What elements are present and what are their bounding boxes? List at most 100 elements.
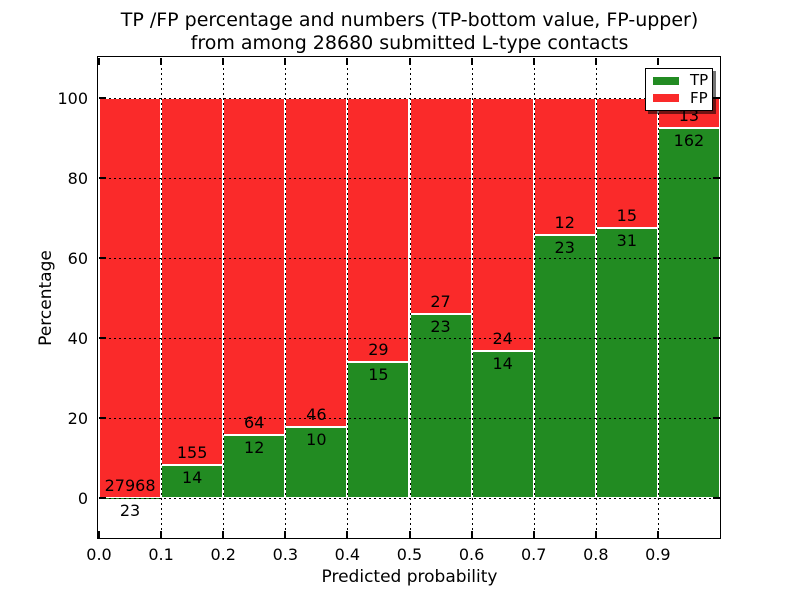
- y-tick-label: 80: [67, 169, 88, 188]
- bar-label-tp: 15: [368, 364, 389, 384]
- bar-segment-tp: [657, 127, 720, 498]
- x-tick-label: 0.6: [458, 545, 485, 564]
- x-tick-label: 0.1: [148, 545, 174, 564]
- y-tick-mark: [99, 417, 106, 419]
- x-tick-mark: [594, 531, 597, 538]
- bar-label-fp: 12: [554, 213, 575, 233]
- y-tick-mark: [99, 177, 106, 179]
- grid-line-vertical: [161, 58, 163, 538]
- x-tick-mark: [284, 58, 287, 65]
- bar-label-tp: 23: [430, 317, 451, 336]
- x-tick-mark: [98, 531, 100, 538]
- bar-label-fp: 15: [616, 206, 638, 226]
- x-tick-mark: [284, 531, 287, 538]
- y-tick-label: 40: [67, 329, 88, 348]
- bar-label-tp: 162: [673, 130, 705, 150]
- bar-label-tp: 14: [492, 353, 513, 373]
- bar-segment-fp: [223, 98, 286, 435]
- grid-line-vertical: [533, 58, 535, 538]
- grid-line-vertical: [223, 58, 225, 538]
- x-tick-label: 0.5: [396, 545, 423, 564]
- bar-label-tp: 31: [616, 231, 638, 251]
- y-tick-label: 60: [67, 249, 88, 268]
- bar-label-tp: 14: [181, 467, 203, 487]
- bar-label-tp: 23: [554, 238, 575, 258]
- bar-label-fp: 24: [492, 328, 513, 348]
- x-axis-label: Predicted probability: [321, 567, 498, 587]
- plot-area: 27968 23 155 14 64 12 46 10 29 15 27 23 24 14 12 23 15 31…: [99, 58, 720, 538]
- bar-segment-fp: [99, 98, 162, 498]
- grid-line-vertical: [657, 58, 659, 538]
- x-tick-label: 0.9: [645, 545, 671, 564]
- x-tick-mark: [98, 58, 100, 65]
- y-tick-mark: [713, 497, 720, 499]
- legend-label-fp: FP: [690, 88, 708, 107]
- bar-segment-fp: [161, 98, 224, 465]
- y-tick-label: 0: [77, 489, 88, 508]
- legend: TP FP: [645, 68, 713, 111]
- bar-segment-tp: [533, 235, 596, 498]
- chart-title-line2: from among 28680 submitted L-type contac…: [190, 32, 629, 54]
- x-tick-label: 0.2: [210, 545, 236, 564]
- x-tick-mark: [470, 531, 473, 538]
- bar-segment-tp: [223, 434, 286, 498]
- bar-label-fp: 64: [244, 412, 265, 432]
- grid-line-vertical: [595, 58, 597, 538]
- y-tick-mark: [99, 97, 106, 99]
- bar-label-tp: 23: [119, 500, 141, 520]
- y-tick-mark: [713, 177, 720, 179]
- x-tick-mark: [470, 58, 473, 65]
- bar-segment-tp: [409, 314, 472, 498]
- bar-label-fp: 155: [176, 442, 208, 462]
- grid-line-vertical: [285, 58, 287, 538]
- x-tick-mark: [346, 58, 349, 65]
- y-tick-mark: [713, 417, 720, 419]
- x-tick-label: 0.3: [272, 545, 299, 564]
- x-tick-mark: [408, 58, 411, 65]
- tp-color-swatch: [653, 76, 679, 85]
- bar-segment-fp: [285, 98, 348, 427]
- x-tick-label: 0.4: [334, 545, 361, 564]
- chart-title-line1: TP /FP percentage and numbers (TP-bottom…: [120, 9, 699, 31]
- x-tick-label: 0.0: [86, 545, 112, 564]
- y-tick-mark: [99, 337, 106, 339]
- bar-segment-tp: [595, 228, 658, 498]
- legend-entry-tp: TP: [653, 71, 709, 90]
- y-tick-mark: [99, 257, 106, 259]
- bar-label-fp: 27: [430, 292, 451, 311]
- bar-segment-tp: [285, 426, 348, 498]
- x-tick-mark: [532, 58, 535, 65]
- x-tick-mark: [222, 531, 225, 538]
- y-tick-mark: [713, 337, 720, 339]
- grid-line-vertical: [471, 58, 473, 538]
- bar-segment-fp: [347, 98, 410, 362]
- legend-entry-fp: FP: [653, 88, 708, 107]
- y-tick-label: 100: [57, 89, 88, 108]
- x-tick-mark: [346, 531, 349, 538]
- x-tick-mark: [532, 531, 535, 538]
- grid-line-vertical: [409, 58, 411, 538]
- bar-segment-tp: [161, 464, 224, 498]
- x-tick-mark: [160, 58, 163, 65]
- y-tick-mark: [99, 497, 106, 499]
- y-tick-mark: [713, 257, 720, 259]
- bar-label-tp: 12: [244, 437, 265, 457]
- x-tick-mark: [656, 58, 659, 65]
- bar-label-fp: 29: [368, 339, 389, 359]
- fp-color-swatch: [653, 94, 679, 103]
- bar-segment-tp: [471, 350, 534, 498]
- x-tick-mark: [408, 531, 411, 538]
- x-tick-mark: [160, 531, 163, 538]
- legend-label-tp: TP: [690, 71, 709, 90]
- bar-label-tp: 10: [306, 429, 327, 449]
- bar-label-fp: 46: [306, 404, 327, 424]
- grid-line-vertical: [347, 58, 349, 538]
- bar-segment-fp: [409, 98, 472, 314]
- x-tick-mark: [656, 531, 659, 538]
- y-tick-mark: [713, 97, 720, 99]
- y-tick-label: 20: [67, 409, 88, 428]
- x-tick-label: 0.7: [520, 545, 547, 564]
- bar-segment-fp: [471, 98, 534, 351]
- x-tick-label: 0.8: [583, 545, 609, 564]
